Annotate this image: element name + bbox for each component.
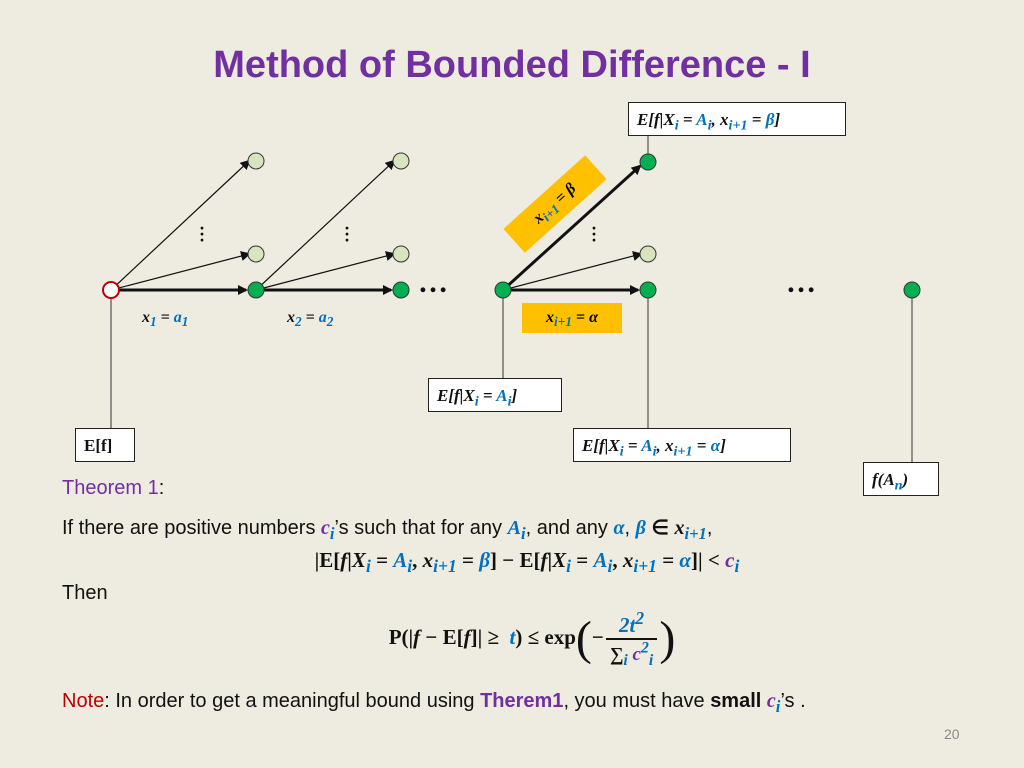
node-green [903, 281, 921, 299]
root-node [102, 281, 120, 299]
box-expectation-alpha: E[f|Xi = Ai, xi+1 = α] [573, 428, 791, 462]
node-green [639, 281, 657, 299]
branch-arrow [255, 251, 396, 291]
branch-arrow [502, 251, 643, 291]
node-green [392, 281, 410, 299]
box-expectation-beta: E[f|Xi = Ai, xi+1 = β] [628, 102, 846, 136]
leaf-node-light [392, 152, 410, 170]
branch-arrow-bold [501, 164, 642, 292]
edge-label-x1: x1 = a1 [142, 309, 189, 330]
vertical-ellipsis: · · · [344, 218, 351, 250]
leaf-node-light [247, 245, 265, 263]
theorem-label: Theorem 1 [62, 477, 159, 499]
theorem-reference: Therem1 [480, 690, 564, 712]
node-green [247, 281, 265, 299]
edge-label-x2: x2 = a2 [287, 309, 334, 330]
branch-arrow [110, 251, 251, 291]
edge-label-alpha: xi+1 = α [522, 303, 622, 333]
box-expectation-xi: E[f|Xi = Ai] [428, 378, 562, 412]
leaf-node-light [639, 245, 657, 263]
box-f-an: f(An) [863, 462, 939, 496]
node-green [494, 281, 512, 299]
leaf-node-light [392, 245, 410, 263]
slide-title: Method of Bounded Difference - I [213, 44, 811, 86]
vertical-ellipsis: · · · [199, 218, 206, 250]
theorem-condition: |E[f|Xi = Ai, xi+1 = β] − E[f|Xi = Ai, x… [314, 548, 740, 577]
note-line: Note: In order to get a meaningful bound… [62, 690, 806, 716]
tail-bound-equation: P(|f − E[f]| ≥ t) ≤ exp(− 2t2 ∑i c2i) [388, 608, 676, 670]
box-expectation-f: E[f] [75, 428, 135, 462]
branch-arrow [255, 159, 396, 291]
vertical-ellipsis: · · · [591, 218, 598, 250]
ellipsis: … [418, 266, 448, 299]
then-label: Then [62, 582, 108, 604]
page-number: 20 [944, 726, 960, 742]
node-green [639, 153, 657, 171]
leaf-node-light [247, 152, 265, 170]
note-label: Note [62, 690, 105, 712]
ellipsis: … [786, 266, 816, 299]
theorem-line-1: If there are positive numbers ci’s such … [62, 517, 713, 543]
theorem-heading: Theorem 1: [62, 477, 165, 499]
branch-arrow [110, 159, 251, 291]
